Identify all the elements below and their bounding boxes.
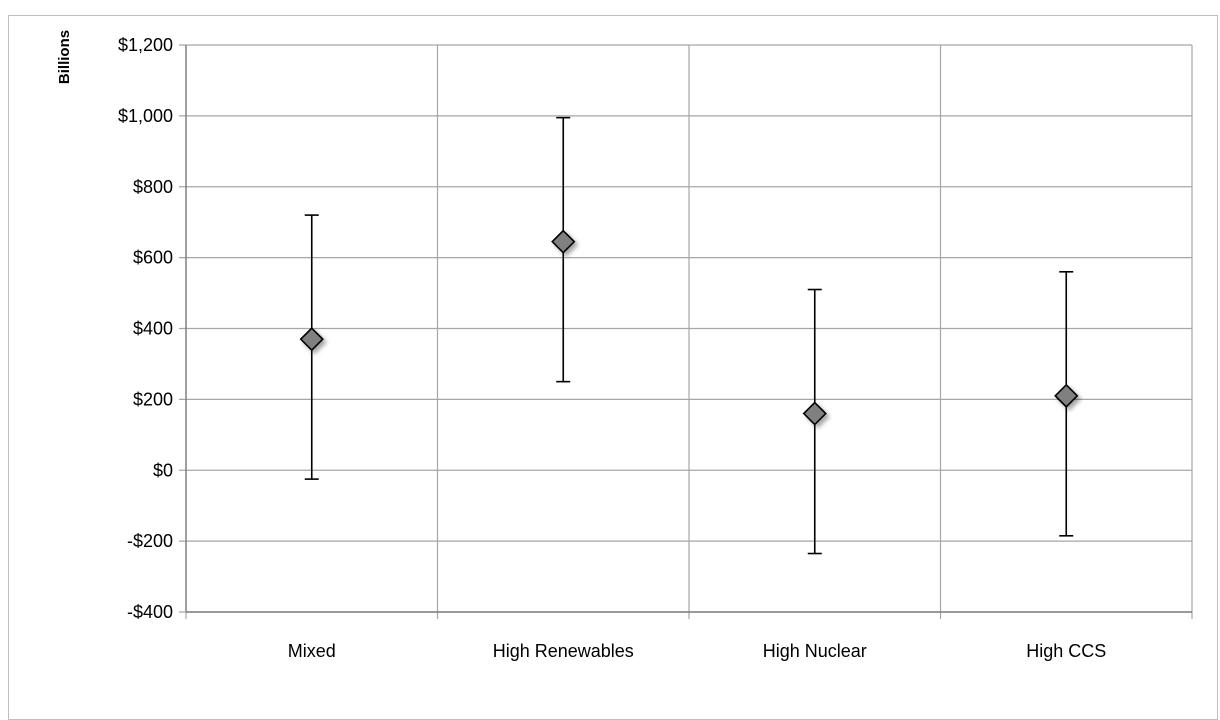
y-axis-label: Billions: [56, 30, 73, 84]
x-tick-labels: Mixed High Renewables High Nuclear High CCS: [288, 641, 1107, 661]
data-point-marker: [301, 328, 323, 350]
x-tick-label: Mixed: [288, 641, 336, 661]
data-point-marker: [1055, 385, 1077, 407]
x-tick-label: High Nuclear: [763, 641, 867, 661]
y-tick-label: $1,200: [118, 35, 173, 55]
y-tick-label: $1,000: [118, 106, 173, 126]
data-point-marker: [804, 403, 826, 425]
data-point-marker: [552, 231, 574, 253]
y-tick-label: $600: [133, 248, 173, 268]
y-tick-label: $200: [133, 389, 173, 409]
x-tick-label: High Renewables: [493, 641, 634, 661]
gridlines: [179, 45, 1192, 619]
x-tick-label: High CCS: [1026, 641, 1106, 661]
y-tick-label: -$200: [127, 531, 173, 551]
y-tick-label: $800: [133, 177, 173, 197]
y-tick-label: -$400: [127, 602, 173, 622]
y-tick-label: $400: [133, 319, 173, 339]
y-tick-labels: $1,200 $1,000 $800 $600 $400 $200 $0 -$200 -$400: [118, 35, 173, 622]
y-tick-label: $0: [153, 460, 173, 480]
